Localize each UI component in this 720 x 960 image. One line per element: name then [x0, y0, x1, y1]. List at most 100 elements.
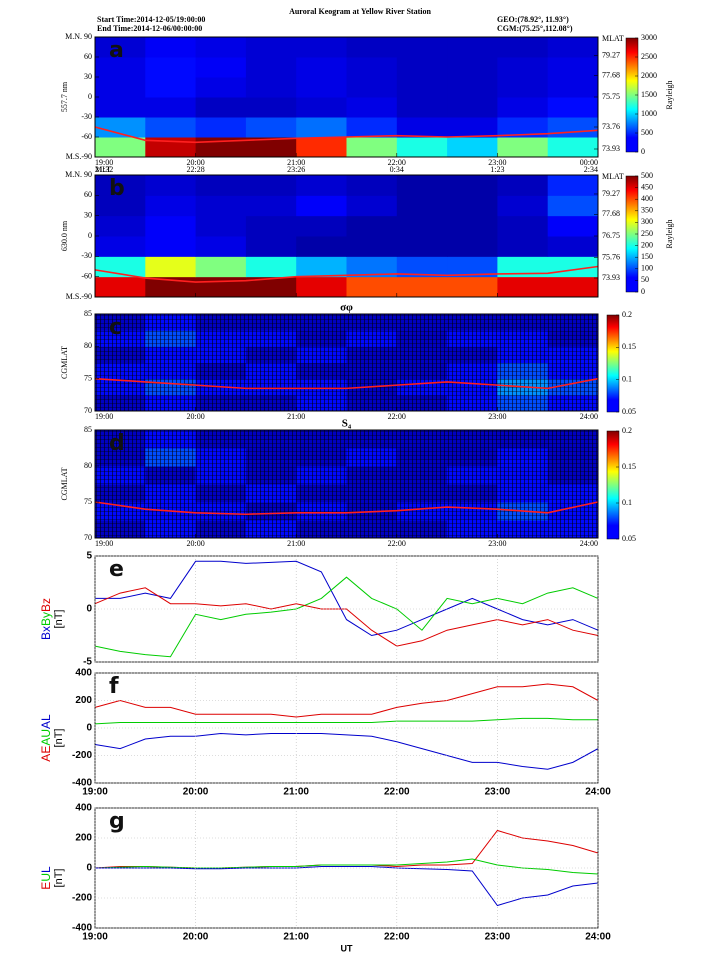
y-tick-label: 200 [75, 695, 92, 706]
colorbar-tick-label: 500 [641, 171, 653, 180]
heat-cell [195, 37, 247, 58]
heat-cell [95, 215, 146, 237]
heat-cell [346, 236, 398, 257]
auroral-boundary [94, 377, 599, 390]
heat-cell [497, 57, 549, 78]
heat-cell [497, 117, 549, 138]
colorbar [606, 314, 620, 413]
panel: 0.05 0.1 0.15 0.2 70 75 80 85 19:00 20:00 21:00 22:… [60, 418, 636, 548]
colorbar-tick-label: 500 [641, 128, 653, 137]
heat-cell [245, 37, 297, 58]
panel-letter: b [109, 176, 125, 201]
colorbar-tick-label: 0.2 [622, 426, 632, 435]
colorbar-label: Rayleigh [665, 220, 674, 249]
y-tick-label: -60 [81, 271, 92, 280]
y-tick-label: -400 [72, 778, 92, 789]
y-tick-label: 30 [84, 72, 92, 81]
heat-cell [296, 256, 347, 278]
heat-cell [396, 256, 448, 278]
y2-tick-label: 73.76 [602, 122, 620, 131]
heat-cell [447, 37, 498, 58]
x-tick-label: 19:00 [95, 539, 113, 548]
panel: 0 500 1000 1500 2000 2500 3000 Rayleigh M.N. 90 6… [60, 7, 674, 174]
heat-cell [396, 97, 448, 118]
heat-cell [296, 276, 347, 298]
colorbar-tick-label: 200 [641, 240, 653, 249]
y-tick-label: 200 [75, 833, 92, 844]
heat-cell [497, 236, 549, 257]
y-tick-label: 70 [84, 406, 92, 415]
legend-entry: E [39, 882, 53, 890]
colorbar-tick-label: 350 [641, 206, 653, 215]
heat-cell [296, 117, 347, 138]
heat-cell [497, 195, 549, 217]
colorbar-tick-label: 150 [641, 252, 653, 261]
y-tick-label: 400 [75, 803, 92, 814]
heat-cell [195, 256, 247, 278]
x-tick-label: 21:00 [283, 932, 309, 943]
y-tick-label: 75 [84, 497, 92, 506]
panel-letter: e [109, 557, 124, 582]
heat-cell [346, 215, 398, 237]
colorbar-tick-label: 0 [641, 287, 645, 296]
x-tick-label: 23:00 [488, 158, 506, 167]
y-tick-label: -30 [81, 112, 92, 121]
colorbar-tick-label: 0.05 [622, 534, 636, 543]
heat-cell [547, 276, 599, 298]
heat-cell [447, 256, 498, 278]
y-tick-label: M.N. 90 [65, 32, 92, 41]
y2-tick-label: 73.93 [602, 144, 620, 153]
panel-letter: g [109, 809, 125, 834]
series-line [95, 560, 599, 637]
heat-cell [547, 215, 599, 237]
y-tick-label: 0 [86, 604, 92, 615]
heat-cell [195, 175, 247, 196]
heat-cell [245, 117, 297, 138]
hatch-texture [95, 314, 598, 411]
chart-title: σφ [340, 302, 353, 314]
x-tick-label: 23:00 [488, 412, 506, 421]
y-tick-label: 85 [84, 309, 92, 318]
panel: 0.05 0.1 0.15 0.2 70 75 80 85 19:00 20:00 21:00 22:… [60, 302, 636, 421]
heat-cell [245, 77, 297, 98]
x-tick-label: 20:00 [186, 539, 204, 548]
heat-cell [447, 137, 498, 158]
legend-entry: Bz [39, 598, 53, 612]
y-tick-label: -200 [72, 750, 92, 761]
colorbar-tick-label: 100 [641, 264, 653, 273]
panel-letter: f [109, 674, 119, 699]
heat-cell [447, 276, 498, 298]
colorbar-tick-label: 400 [641, 194, 653, 203]
heat-cell [346, 137, 398, 158]
cgm-coords: CGM:(75.25°,112.08°) [497, 24, 573, 33]
y2-tick-label: 76.75 [602, 231, 620, 240]
y-tick-label: 70 [84, 533, 92, 542]
series-line [94, 829, 599, 869]
legend-entry: L [39, 866, 53, 873]
colorbar-tick-label: 2500 [641, 52, 657, 61]
y-tick-label: 30 [84, 210, 92, 219]
heat-cell [95, 57, 146, 78]
y-axis-unit: [nT] [53, 610, 65, 629]
x-tick-label: 22:00 [388, 539, 406, 548]
x-tick-label: 00:00 [580, 158, 598, 167]
heat-cell [547, 137, 599, 158]
heat-cell [145, 256, 197, 278]
heat-cell [145, 37, 197, 58]
x-tick-label: 21:00 [287, 158, 305, 167]
heat-cell [296, 37, 347, 58]
heat-cell [145, 195, 197, 217]
heat-cell [296, 137, 347, 158]
x-tick-label: 22:00 [388, 158, 406, 167]
y-tick-label: 85 [84, 425, 92, 434]
heat-cell [95, 117, 146, 138]
heat-cell [497, 77, 549, 98]
colorbar-tick-label: 0.2 [622, 310, 632, 319]
heat-cell [195, 57, 247, 78]
heat-cell [497, 215, 549, 237]
x-tick-label: 24:00 [585, 787, 611, 798]
heat-cell [346, 77, 398, 98]
heat-cell [145, 236, 197, 257]
heat-cell [245, 175, 297, 196]
heat-cell [195, 236, 247, 257]
